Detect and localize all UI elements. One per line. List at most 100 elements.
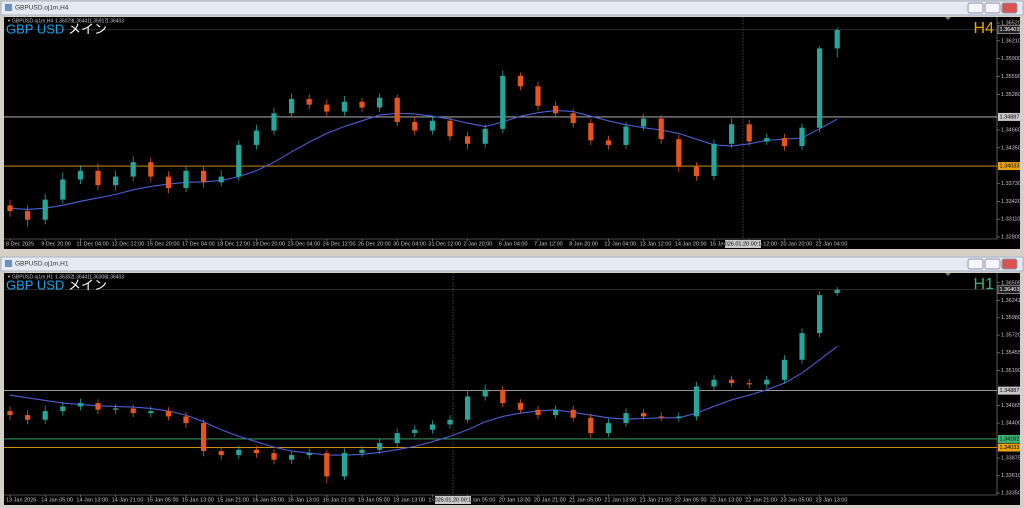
candle-body bbox=[289, 98, 295, 114]
candle-body bbox=[729, 124, 735, 144]
window-icon bbox=[5, 260, 12, 267]
candle-body bbox=[641, 413, 647, 417]
y-tick-label: 1.35980 bbox=[1001, 315, 1021, 321]
window-button[interactable] bbox=[984, 2, 1001, 14]
info-open: 1.36079 bbox=[55, 18, 73, 24]
candle-body bbox=[517, 75, 523, 87]
chart-area bbox=[4, 17, 1020, 249]
x-tick-label: 21 Jan 05:00 bbox=[569, 497, 601, 503]
candle-body bbox=[799, 333, 805, 360]
x-tick-label: 22 Jan 04:00 bbox=[816, 241, 848, 247]
window-button[interactable] bbox=[967, 2, 984, 14]
candle-body bbox=[553, 409, 559, 416]
x-tick-label: 9 Dec 20:00 bbox=[41, 241, 71, 247]
x-tick-label: 22 Jan 13:00 bbox=[710, 497, 742, 503]
chart-window: GBPUSD.oj1m,H4 1.32800 1.33110 1.33420 1.337… bbox=[0, 0, 1024, 252]
candle-body bbox=[658, 416, 664, 418]
timeframe: H4 bbox=[974, 20, 995, 37]
window-button[interactable] bbox=[984, 258, 1001, 270]
candle-body bbox=[183, 170, 189, 189]
candle-body bbox=[359, 449, 365, 454]
candle-body bbox=[253, 449, 259, 454]
info-open: 1.36352 bbox=[55, 274, 73, 280]
x-tick-label: 20 Jan 13:00 bbox=[499, 497, 531, 503]
x-tick-label: 20 Jan 21:00 bbox=[534, 497, 566, 503]
last-price-label: 1.36403 bbox=[1000, 27, 1020, 33]
candle-body bbox=[799, 127, 805, 147]
y-tick-label: 1.33350 bbox=[1001, 491, 1021, 497]
x-tick-label: 13 Jan 12:00 bbox=[640, 241, 672, 247]
candle-body bbox=[183, 416, 189, 424]
candle-body bbox=[394, 433, 400, 444]
candle-body bbox=[676, 139, 682, 167]
candle-body bbox=[359, 101, 365, 108]
candle-body bbox=[113, 408, 119, 410]
x-tick-label: 16 Jan 13:00 bbox=[288, 497, 320, 503]
overlay-pair: GBP USD bbox=[6, 277, 64, 292]
price-line-box bbox=[998, 162, 1020, 171]
candle-body bbox=[412, 429, 418, 434]
window-button[interactable] bbox=[1001, 2, 1018, 14]
x-tick-label: 18 Dec 12:00 bbox=[217, 241, 250, 247]
candle-body bbox=[377, 443, 383, 450]
overlay-label: メイン bbox=[68, 21, 107, 36]
x-tick-label: 22 Jan 05:00 bbox=[675, 497, 707, 503]
candle-body bbox=[377, 97, 383, 108]
candle-body bbox=[60, 406, 66, 412]
candle-body bbox=[25, 415, 31, 420]
candle-body bbox=[271, 113, 277, 131]
candle-body bbox=[746, 124, 752, 142]
x-tick-label: 19 Dec 20:00 bbox=[252, 241, 285, 247]
window-title: GBPUSD.oj1m,H4 bbox=[15, 5, 69, 12]
candle-body bbox=[60, 179, 66, 200]
candle-body bbox=[764, 138, 770, 142]
candle-body bbox=[306, 453, 312, 456]
candle-body bbox=[676, 416, 682, 418]
x-tick-label: 14 Jan 20:00 bbox=[675, 241, 707, 247]
candle-body bbox=[605, 140, 611, 145]
crosshair-label: 2026.01.20 00:15 bbox=[432, 497, 475, 503]
info-symbol: GBPUSD.oj1m,H1 bbox=[12, 274, 53, 280]
y-tick-label: 1.35280 bbox=[1001, 92, 1021, 98]
candle-body bbox=[218, 176, 224, 183]
candle-body bbox=[218, 451, 224, 456]
overlay-pair: GBP USD bbox=[6, 21, 64, 36]
candle-body bbox=[711, 143, 717, 177]
crosshair-label: 2026.01.20 00:15 bbox=[722, 241, 765, 247]
x-tick-label: 14 Jan 13:00 bbox=[76, 497, 108, 503]
x-tick-label: 23 Jan 05:00 bbox=[780, 497, 812, 503]
candle-body bbox=[623, 126, 629, 145]
candle-body bbox=[535, 86, 541, 106]
candle-body bbox=[201, 170, 207, 183]
last-price-label: 1.36403 bbox=[1000, 287, 1020, 293]
overlay-label: メイン bbox=[68, 277, 107, 292]
candle-body bbox=[781, 138, 787, 147]
info-close: 1.36403 bbox=[106, 18, 124, 24]
x-tick-label: 17 Dec 04:00 bbox=[182, 241, 215, 247]
candle-body bbox=[817, 48, 823, 128]
info-low: 1.35917 bbox=[89, 18, 107, 24]
window-button[interactable] bbox=[1001, 258, 1018, 270]
candle-body bbox=[834, 289, 840, 293]
candle-body bbox=[289, 455, 295, 460]
candle-body bbox=[465, 396, 471, 420]
y-tick-label: 1.35720 bbox=[1001, 333, 1021, 339]
candle-body bbox=[201, 423, 207, 452]
candle-body bbox=[130, 408, 136, 414]
x-tick-label: 23 Jan 13:00 bbox=[816, 497, 848, 503]
chart-window: GBPUSD.oj1m,H1 1.33350 1.33610 1.33875 1.344… bbox=[0, 256, 1024, 508]
candle-body bbox=[429, 424, 435, 430]
info-high: 1.36441 bbox=[72, 274, 90, 280]
price-line-box bbox=[998, 386, 1020, 395]
y-tick-label: 1.34665 bbox=[1001, 403, 1021, 409]
moving-average bbox=[9, 109, 838, 210]
y-tick-label: 1.33110 bbox=[1001, 217, 1020, 223]
y-tick-label: 1.33875 bbox=[1001, 456, 1021, 462]
candle-body bbox=[148, 162, 154, 177]
y-tick-label: 1.34350 bbox=[1001, 145, 1021, 151]
candle-body bbox=[25, 211, 31, 220]
window-button[interactable] bbox=[967, 258, 984, 270]
candle-body bbox=[834, 29, 840, 49]
x-tick-label: 2 Jan 20:00 bbox=[464, 241, 493, 247]
